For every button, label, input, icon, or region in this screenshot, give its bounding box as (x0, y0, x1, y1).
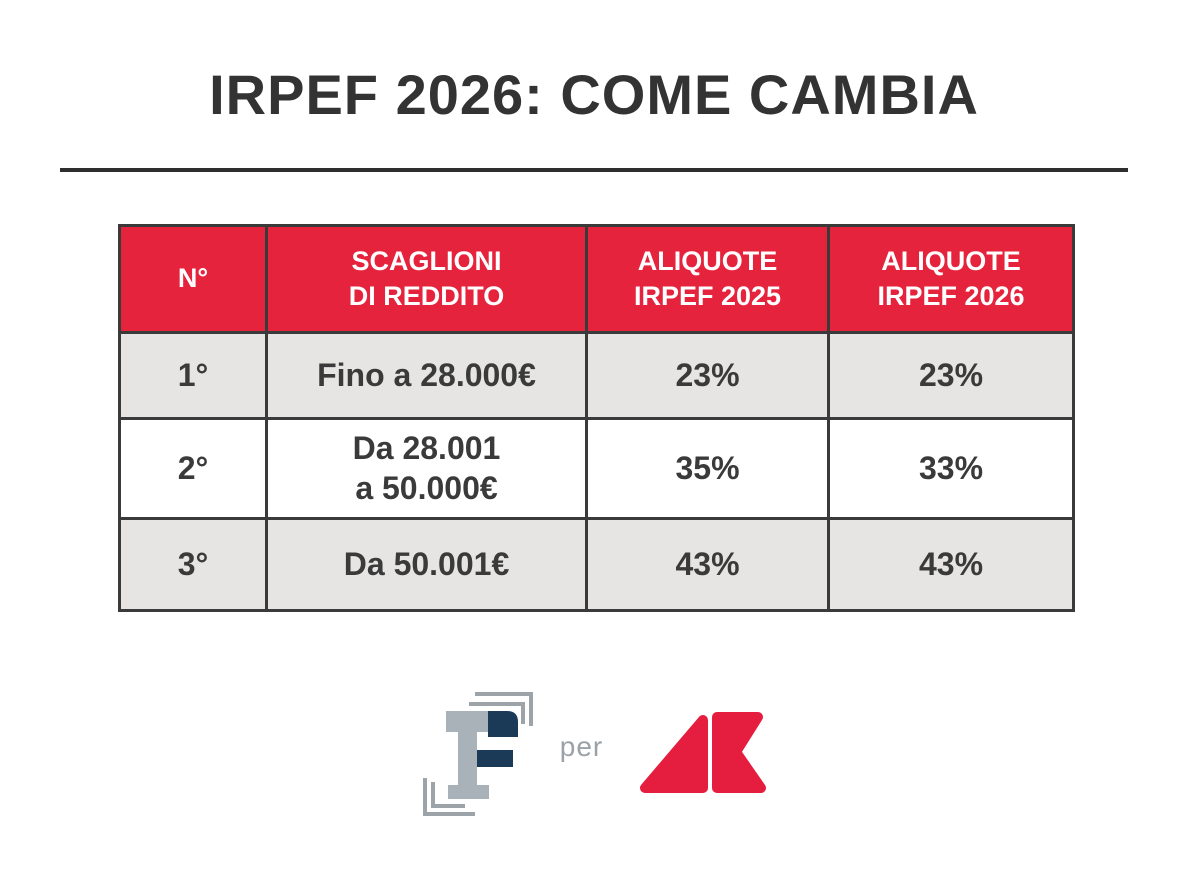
ak-shapes-icon (640, 711, 767, 793)
header-cell-aliquote-2025: ALIQUOTE IRPEF 2025 (585, 223, 830, 334)
footer-logos: per (0, 678, 1188, 826)
per-label: per (559, 730, 604, 762)
table-cell-scaglione: Da 28.001 a 50.000€ (265, 416, 588, 520)
header-cell-numero: N° (118, 223, 268, 334)
table-cell-aliquota-2025: 43% (585, 516, 830, 612)
header-cell-aliquote-2026: ALIQUOTE IRPEF 2026 (827, 223, 1075, 334)
table-header-row: N° SCAGLIONI DI REDDITO ALIQUOTE IRPEF 2… (118, 223, 1075, 334)
table-cell-numero: 1° (118, 330, 268, 420)
table-cell-aliquota-2026: 33% (827, 416, 1075, 520)
title-divider (60, 167, 1128, 172)
table-cell-numero: 2° (118, 416, 268, 520)
table-cell-scaglione: Da 50.001€ (265, 516, 588, 612)
table-cell-numero: 3° (118, 516, 268, 612)
adnkronos-ak-logo (640, 711, 767, 793)
f-letter-icon (445, 710, 518, 799)
page-title: IRPEF 2026: COME CAMBIA (209, 63, 979, 126)
table-cell-aliquota-2026: 43% (827, 516, 1075, 612)
table-row: 2° Da 28.001 a 50.000€ 35% 33% (118, 416, 1075, 520)
table-row: 1° Fino a 28.000€ 23% 23% (118, 330, 1075, 420)
f-monogram-logo (422, 691, 533, 816)
irpef-table: N° SCAGLIONI DI REDDITO ALIQUOTE IRPEF 2… (118, 223, 1075, 612)
table-cell-scaglione: Fino a 28.000€ (265, 330, 588, 420)
table-cell-aliquota-2025: 35% (585, 416, 830, 520)
table-cell-aliquota-2026: 23% (827, 330, 1075, 420)
corner-brackets-icon (422, 691, 533, 816)
header-cell-scaglioni: SCAGLIONI DI REDDITO (265, 223, 588, 334)
table-row: 3° Da 50.001€ 43% 43% (118, 516, 1075, 612)
table-cell-aliquota-2025: 23% (585, 330, 830, 420)
